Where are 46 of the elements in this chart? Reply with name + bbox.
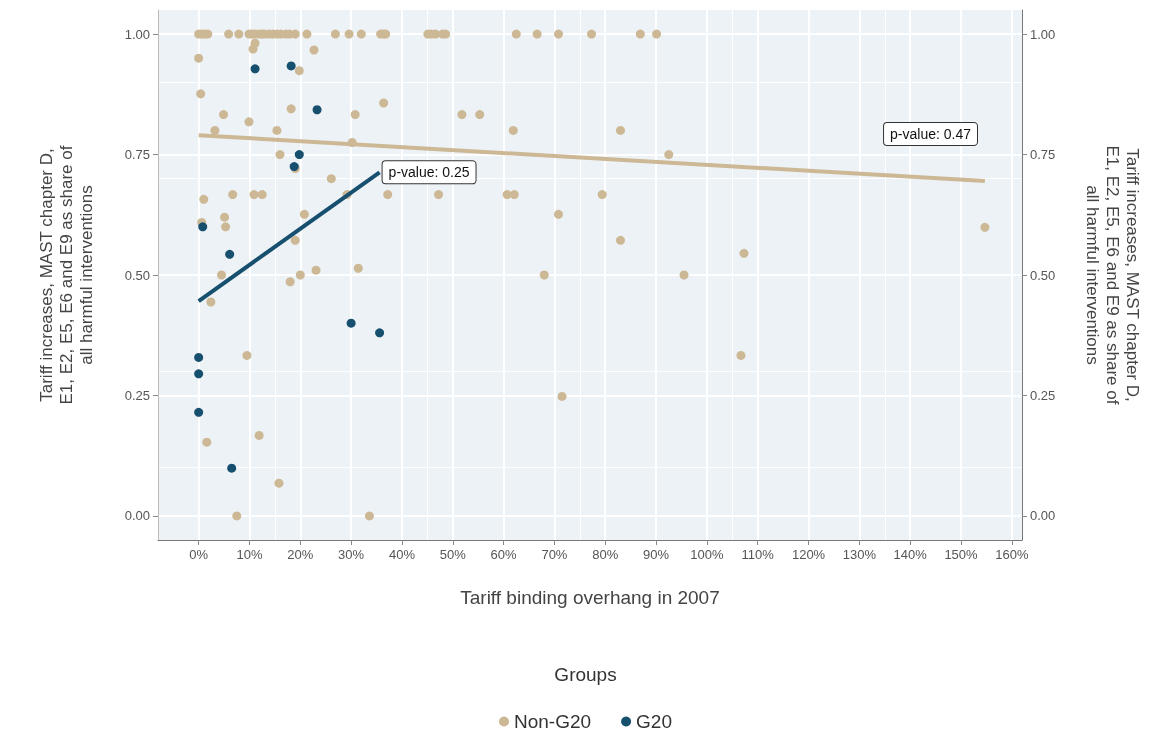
x-tick-label: 110% (741, 547, 775, 562)
point (286, 61, 296, 71)
x-tick-label: 100% (690, 547, 724, 562)
annotation: p-value: 0.25 (388, 164, 470, 181)
x-tick-label: 130% (842, 547, 877, 562)
y-tick-label: 0.50 (124, 267, 150, 283)
point (294, 150, 304, 160)
x-tick-label: 80% (592, 547, 619, 562)
x-tick-label: 0% (189, 547, 209, 562)
y2-tick-label: 1.00 (1030, 26, 1056, 42)
legend-label: G20 (636, 711, 673, 732)
point (375, 328, 385, 338)
y-tick-label: 1.00 (124, 26, 150, 42)
x-tick-label: 140% (893, 547, 928, 562)
y2-tick-label: 0.75 (1030, 147, 1056, 163)
y2-tick-label: 0.25 (1030, 387, 1056, 403)
y-axis-title: Tariff increases, MAST chapter D, E1, E2, E5, E6 and E9 as share of all harmful interventions (36, 145, 96, 405)
x-tick-label: 30% (338, 547, 365, 562)
point (194, 352, 204, 362)
y2-tick-label: 0.00 (1030, 508, 1056, 524)
y2-tick-label: 0.50 (1030, 267, 1056, 283)
annotation: p-value: 0.47 (890, 126, 972, 142)
x-tick-label: 90% (643, 547, 670, 562)
y2-axis-title: Tariff increases, MAST chapter D, E1, E2, E5, E6 and E9 as share of all harmful interventions (1082, 145, 1142, 405)
x-tick-label: 70% (541, 547, 568, 562)
point (194, 369, 204, 379)
x-tick-label: 160% (995, 547, 1029, 562)
y-tick-label: 0.00 (124, 508, 150, 524)
x-tick-label: 40% (388, 547, 416, 562)
x-tick-label: 20% (287, 547, 314, 562)
y-tick-label: 0.75 (124, 147, 150, 163)
point (346, 318, 356, 328)
point (194, 407, 204, 417)
x-tick-label: 150% (944, 547, 979, 562)
x-tick-label: 50% (439, 547, 467, 562)
x-axis-title: Tariff binding overhang in 2007 (460, 587, 720, 608)
y-tick-label: 0.25 (124, 387, 150, 403)
x-tick-label: 10% (236, 547, 263, 562)
point (312, 105, 322, 115)
legend-title: Groups (554, 664, 617, 685)
point (227, 463, 237, 473)
legend-label: Non-G20 (514, 711, 592, 732)
x-tick-label: 60% (490, 547, 518, 562)
x-tick-label: 120% (791, 547, 826, 562)
point (225, 249, 235, 259)
point (250, 64, 260, 74)
